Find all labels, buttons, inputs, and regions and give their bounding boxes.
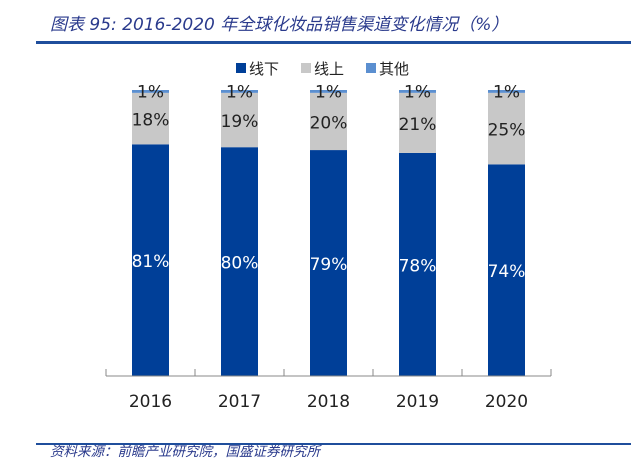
- bar-2016-其他: [132, 90, 169, 93]
- source-rule: [36, 443, 631, 445]
- data-label: 21%: [399, 115, 437, 135]
- x-tick-label: 2020: [485, 392, 528, 412]
- bar-2018-线下: [310, 150, 347, 376]
- legend-label-1: 线上: [314, 60, 344, 78]
- data-label: 1%: [137, 82, 164, 102]
- bar-2016-线下: [132, 144, 169, 376]
- data-label: 19%: [221, 112, 259, 132]
- data-label: 18%: [132, 111, 170, 131]
- chart-title: 图表 95: 2016-2020 年全球化妆品销售渠道变化情况（%）: [50, 15, 509, 35]
- legend-swatch-1: [301, 63, 311, 73]
- bar-2019-线上: [399, 92, 436, 153]
- data-label: 81%: [132, 252, 170, 272]
- source-note: 资料来源：前瞻产业研究院，国盛证券研究所: [50, 444, 320, 460]
- data-label: 78%: [399, 256, 437, 276]
- data-label: 1%: [404, 82, 431, 102]
- bar-2017-线下: [221, 147, 258, 376]
- data-label: 80%: [221, 254, 259, 274]
- legend-label-0: 线下: [249, 60, 279, 78]
- bar-2018-线上: [310, 92, 347, 151]
- legend-label-2: 其他: [379, 60, 409, 78]
- bar-2020-线上: [488, 92, 525, 165]
- legend-swatch-0: [236, 63, 246, 73]
- x-tick-label: 2017: [218, 392, 261, 412]
- legend-swatch-2: [366, 63, 376, 73]
- bar-2017-线上: [221, 92, 258, 148]
- bar-2017-其他: [221, 90, 258, 93]
- data-label: 1%: [315, 82, 342, 102]
- bar-2016-线上: [132, 92, 169, 145]
- bar-2020-其他: [488, 90, 525, 93]
- data-label: 25%: [488, 121, 526, 141]
- x-tick-label: 2016: [129, 392, 172, 412]
- x-tick-label: 2018: [307, 392, 350, 412]
- bar-2020-线下: [488, 164, 525, 376]
- bar-2018-其他: [310, 90, 347, 93]
- bar-2019-线下: [399, 152, 436, 376]
- bar-2019-其他: [399, 90, 436, 93]
- data-label: 74%: [488, 262, 526, 282]
- title-rule: [36, 41, 631, 44]
- x-tick-label: 2019: [396, 392, 439, 412]
- data-label: 79%: [310, 255, 348, 275]
- data-label: 1%: [226, 82, 253, 102]
- data-label: 1%: [493, 82, 520, 102]
- data-label: 20%: [310, 113, 348, 133]
